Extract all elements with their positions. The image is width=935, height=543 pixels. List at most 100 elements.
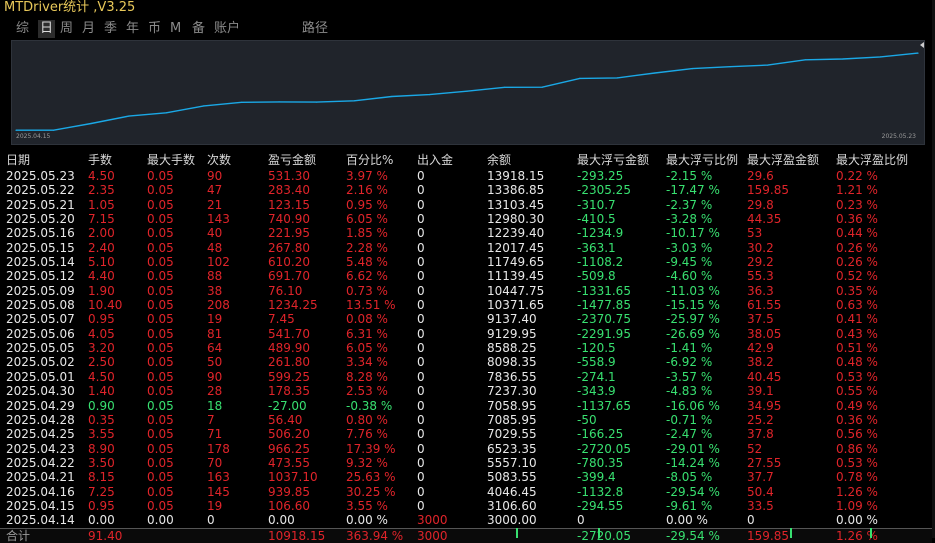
table-cell: 0.55 %	[836, 384, 878, 399]
table-cell: 13386.85	[487, 183, 545, 198]
table-cell: 2025.04.28	[6, 412, 75, 427]
menu-item-1[interactable]: 日	[38, 20, 56, 38]
table-row[interactable]: 2025.04.30 1.40 0.05 28 178.35 2.53 % 0 7237.30…	[0, 384, 932, 398]
table-cell: 5.10	[88, 255, 115, 270]
table-row[interactable]: 2025.05.14 5.10 0.05 102 610.20 5.48 % 0 11749.…	[0, 255, 932, 269]
menu-item-4[interactable]: 季	[104, 21, 118, 36]
table-row[interactable]: 2025.05.16 2.00 0.05 40 221.95 1.85 % 0 12239.4…	[0, 226, 932, 240]
column-header[interactable]: 最大浮盈比例	[836, 153, 909, 167]
table-row[interactable]: 2025.05.07 0.95 0.05 19 7.45 0.08 % 0 9137.40 -2…	[0, 312, 932, 326]
table-cell: 30.25 %	[346, 484, 396, 499]
table-row[interactable]: 2025.05.12 4.40 0.05 88 691.70 6.62 % 0 11139.4…	[0, 269, 932, 283]
column-header[interactable]: 最大浮亏金额	[577, 153, 650, 167]
table-cell: 2025.05.16	[6, 226, 75, 241]
table-cell: 0.05	[147, 298, 174, 313]
menu-item-9[interactable]: 账户	[214, 21, 241, 36]
column-header[interactable]: 出入金	[417, 153, 454, 167]
table-cell: 12017.45	[487, 240, 545, 255]
table-cell: 0.05	[147, 412, 174, 427]
table-cell: 163	[207, 470, 230, 485]
menu-item-6[interactable]: 币	[148, 21, 162, 36]
table-cell: 0.05	[147, 255, 174, 270]
table-row[interactable]: 2025.05.15 2.40 0.05 48 267.80 2.28 % 0 12017.4…	[0, 241, 932, 255]
table-row[interactable]: 2025.05.02 2.50 0.05 50 261.80 3.34 % 0 8098.35…	[0, 355, 932, 369]
table-row[interactable]: 2025.04.16 7.25 0.05 145 939.85 30.25 % 0 4046.…	[0, 485, 932, 499]
menu-item-2[interactable]: 周	[60, 21, 74, 36]
table-row[interactable]: 2025.04.29 0.90 0.05 18 -27.00 -0.38 % 0 7058.9…	[0, 399, 932, 413]
table-cell: 1.09 %	[836, 498, 878, 513]
table-cell: -1331.65	[577, 283, 631, 298]
column-header[interactable]: 日期	[6, 153, 31, 167]
table-cell: 0	[417, 283, 425, 298]
menu-item-10[interactable]: 路径	[302, 21, 329, 36]
table-cell: 2.16 %	[346, 183, 388, 198]
column-header[interactable]: 百分比%	[346, 153, 394, 167]
table-cell: 0	[417, 427, 425, 442]
table-row[interactable]: 2025.04.22 3.50 0.05 70 473.55 9.32 % 0 5557.10…	[0, 456, 932, 470]
table-row[interactable]: 2025.04.14 0.00 0.00 0 0.00 0.00 % 3000 3000.00…	[0, 513, 932, 527]
table-cell: 4.40	[88, 269, 115, 284]
table-cell: 159.85	[747, 183, 789, 198]
menu-item-0[interactable]: 综	[16, 21, 30, 36]
column-header[interactable]: 余额	[487, 153, 512, 167]
table-row[interactable]: 2025.05.22 2.35 0.05 47 283.40 2.16 % 0 13386.8…	[0, 183, 932, 197]
table-row[interactable]: 2025.05.05 3.20 0.05 64 489.90 6.05 % 0 8588.25…	[0, 341, 932, 355]
table-cell: 261.80	[268, 355, 310, 370]
table-cell: -410.5	[577, 212, 616, 227]
column-header[interactable]: 次数	[207, 153, 232, 167]
table-row[interactable]: 2025.04.21 8.15 0.05 163 1037.10 25.63 % 0 5083…	[0, 470, 932, 484]
table-cell: 0	[417, 183, 425, 198]
table-row[interactable]: 2025.05.20 7.15 0.05 143 740.90 6.05 % 0 12980.…	[0, 212, 932, 226]
table-cell: 143	[207, 212, 230, 227]
table-cell: 267.80	[268, 240, 310, 255]
table-cell: -4.60 %	[666, 269, 713, 284]
table-cell: -17.47 %	[666, 183, 720, 198]
table-row[interactable]: 2025.04.23 8.90 0.05 178 966.25 17.39 % 0 6523.…	[0, 442, 932, 456]
menu-item-8[interactable]: 备	[192, 21, 206, 36]
column-header[interactable]: 最大浮亏比例	[666, 153, 739, 167]
table-row[interactable]: 2025.05.23 4.50 0.05 90 531.30 3.97 % 0 13918.1…	[0, 169, 932, 183]
column-header[interactable]: 盈亏金额	[268, 153, 317, 167]
table-cell: -166.25	[577, 427, 624, 442]
table-cell: 0	[747, 513, 755, 528]
table-cell: 106.60	[268, 498, 310, 513]
table-row[interactable]: 2025.05.06 4.05 0.05 81 541.70 6.31 % 0 9129.95…	[0, 327, 932, 341]
table-cell: -27.00	[268, 398, 307, 413]
table-cell: 7836.55	[487, 369, 537, 384]
table-cell: -780.35	[577, 455, 624, 470]
menu-item-7[interactable]: M	[170, 21, 182, 36]
table-cell: 0.05	[147, 341, 174, 356]
table-cell: 40	[207, 226, 223, 241]
balance-point	[917, 52, 919, 54]
table-cell: 0	[417, 312, 425, 327]
table-cell: 3.34 %	[346, 355, 388, 370]
table-cell: 473.55	[268, 455, 310, 470]
menu-item-5[interactable]: 年	[126, 21, 140, 36]
table-cell: 2025.05.06	[6, 326, 75, 341]
column-header[interactable]: 最大浮盈金额	[747, 153, 820, 167]
table-cell: 8098.35	[487, 355, 537, 370]
table-cell: 0.95	[88, 312, 115, 327]
table-row[interactable]: 2025.04.28 0.35 0.05 7 56.40 0.80 % 0 7085.95 -5…	[0, 413, 932, 427]
menu-item-3[interactable]: 月	[82, 21, 96, 36]
total-cell: 159.85	[747, 528, 789, 543]
background-candle	[870, 528, 872, 538]
table-cell: 11749.65	[487, 255, 545, 270]
table-cell: 2025.05.20	[6, 212, 75, 227]
table-row[interactable]: 2025.04.15 0.95 0.05 19 106.60 3.55 % 0 3106.60…	[0, 499, 932, 513]
table-cell: 2025.05.05	[6, 341, 75, 356]
table-row[interactable]: 2025.05.09 1.90 0.05 38 76.10 0.73 % 0 10447.75…	[0, 284, 932, 298]
table-cell: 0.86 %	[836, 441, 878, 456]
table-row[interactable]: 2025.05.08 10.40 0.05 208 1234.25 13.51 % 0 103…	[0, 298, 932, 312]
total-cell: -2720.05	[577, 528, 631, 543]
balance-chart: 2025.04.15 2025.05.23	[11, 40, 925, 145]
table-row[interactable]: 2025.04.25 3.55 0.05 71 506.20 7.76 % 0 7029.55…	[0, 427, 932, 441]
table-cell: 2025.05.01	[6, 369, 75, 384]
table-cell: -310.7	[577, 197, 616, 212]
table-row[interactable]: 2025.05.01 4.50 0.05 90 599.25 8.28 % 0 7836.55…	[0, 370, 932, 384]
column-header[interactable]: 最大手数	[147, 153, 196, 167]
balance-point	[654, 72, 656, 74]
table-row[interactable]: 2025.05.21 1.05 0.05 21 123.15 0.95 % 0 13103.4…	[0, 198, 932, 212]
table-cell: -294.55	[577, 498, 624, 513]
column-header[interactable]: 手数	[88, 153, 113, 167]
